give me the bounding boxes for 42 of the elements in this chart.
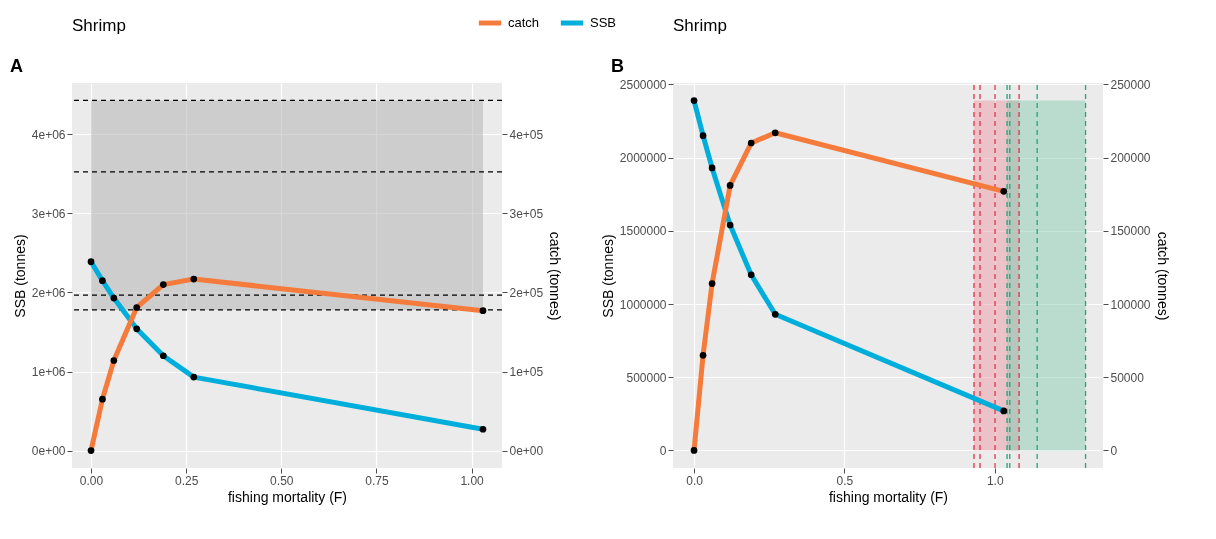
- text: A: [10, 56, 23, 76]
- x-tick-label: 0.75: [365, 473, 389, 488]
- x-tick-label: 0.50: [270, 473, 294, 488]
- y2-tick-label: 4e+05: [509, 127, 544, 142]
- x-tick-label: 0.00: [79, 473, 104, 488]
- y-axis-title: SSB (tonnes): [11, 234, 28, 318]
- legend-label: SSB: [590, 15, 617, 30]
- y-tick-label: 2500000: [619, 77, 667, 92]
- y-tick-label: 4e+06: [31, 127, 66, 142]
- y2-axis-title: catch (tonnes): [547, 231, 564, 321]
- y-tick-label: 500000: [626, 370, 667, 385]
- y-tick-label: 1000000: [619, 297, 667, 312]
- y-tick-label: 1500000: [619, 224, 667, 239]
- y-tick-label: 3e+06: [31, 206, 66, 221]
- y2-tick-label: 100000: [1110, 297, 1151, 312]
- x-tick-label: 0.5: [836, 473, 854, 488]
- chart-title: Shrimp: [72, 16, 126, 35]
- x-tick-label: 1.0: [986, 473, 1004, 488]
- y-tick-label: 0: [659, 443, 667, 458]
- text: B: [611, 56, 624, 76]
- x-axis-title: fishing mortality (F): [227, 488, 348, 505]
- y-tick-label: 2e+06: [31, 286, 66, 300]
- y2-tick-label: 250000: [1110, 77, 1151, 92]
- x-tick-label: 0.25: [174, 473, 199, 488]
- legend-label: catch: [508, 15, 540, 30]
- y2-tick-label: 3e+05: [509, 206, 544, 221]
- y2-tick-label: 200000: [1110, 151, 1151, 166]
- chart-title: Shrimp: [673, 16, 727, 35]
- y2-axis-title: catch (tonnes): [1154, 231, 1171, 321]
- y2-tick-label: 0: [1110, 443, 1118, 458]
- x-axis-title: fishing mortality (F): [828, 488, 949, 505]
- x-tick-label: 1.00: [460, 473, 485, 488]
- y2-tick-label: 2e+05: [509, 286, 544, 300]
- y2-tick-label: 50000: [1110, 370, 1145, 385]
- y2-tick-label: 1e+05: [509, 365, 544, 380]
- y2-tick-label: 150000: [1110, 224, 1151, 239]
- x-tick-label: 0.0: [686, 473, 704, 488]
- y-tick-label: 2000000: [619, 151, 667, 166]
- y2-tick-label: 0e+00: [509, 444, 544, 459]
- y-tick-label: 0e+00: [31, 444, 66, 459]
- y-axis-title: SSB (tonnes): [599, 234, 616, 318]
- y-tick-label: 1e+06: [31, 365, 66, 380]
